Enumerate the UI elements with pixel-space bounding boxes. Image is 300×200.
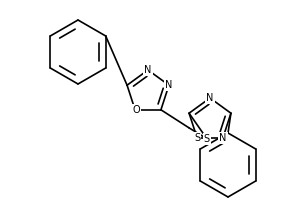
Text: N: N (206, 93, 214, 103)
Text: N: N (219, 133, 226, 143)
Text: N: N (165, 80, 172, 90)
Text: N: N (144, 65, 152, 75)
Text: S: S (204, 134, 210, 144)
Text: S: S (194, 133, 200, 143)
Text: O: O (132, 105, 140, 115)
